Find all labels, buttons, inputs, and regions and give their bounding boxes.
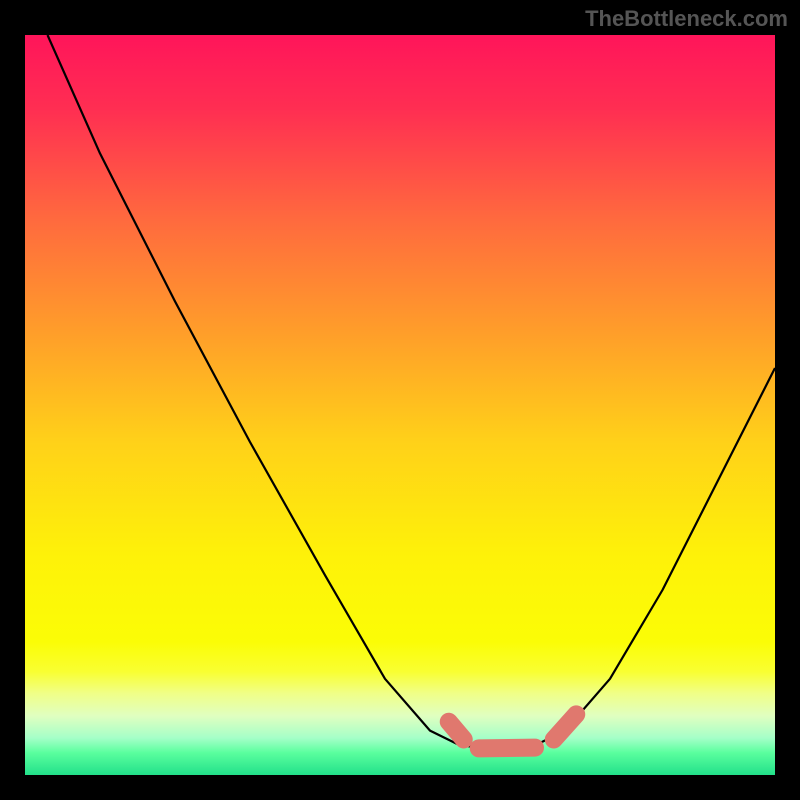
bottleneck-line-chart <box>25 35 775 775</box>
plot-area <box>25 35 775 775</box>
gradient-background <box>25 35 775 775</box>
optimal-zone-segment <box>449 722 464 740</box>
chart-container: TheBottleneck.com <box>0 0 800 800</box>
watermark-text: TheBottleneck.com <box>585 6 788 32</box>
optimal-zone-segment <box>479 748 535 749</box>
